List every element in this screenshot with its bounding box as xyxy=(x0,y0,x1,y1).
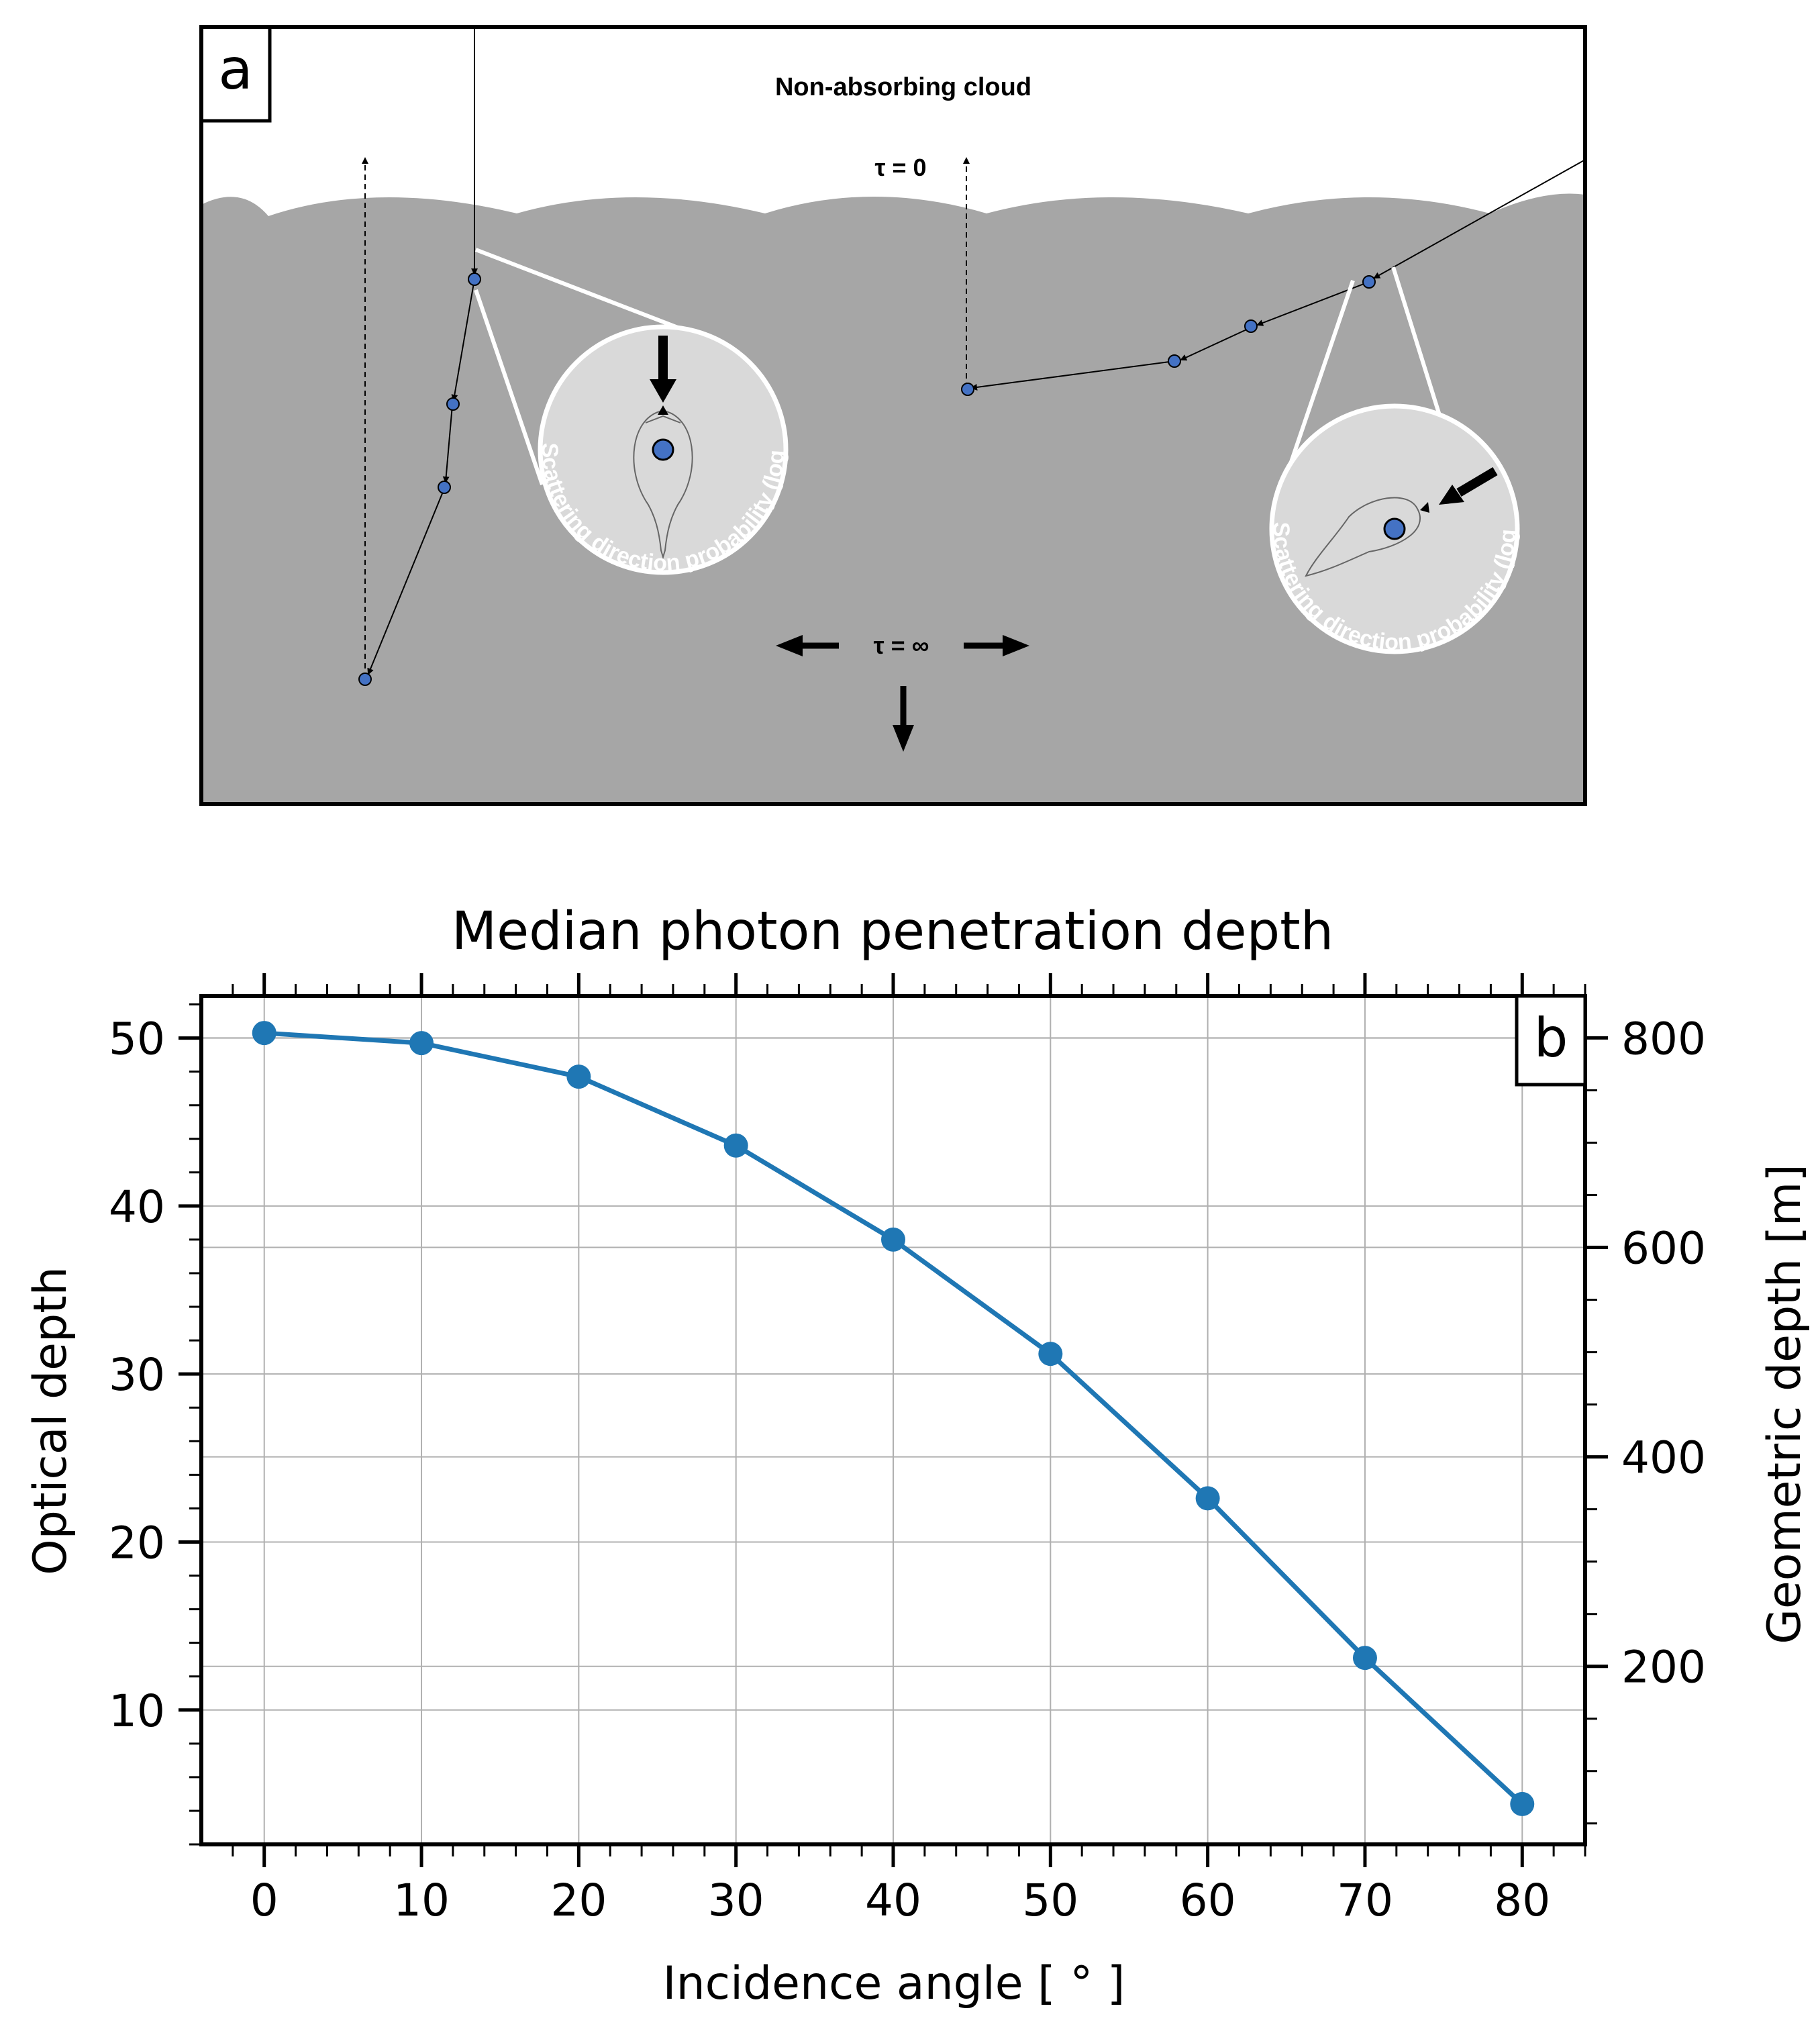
y2-tick-label: 400 xyxy=(1621,1432,1706,1484)
data-point xyxy=(1510,1791,1535,1816)
y-axis-label: Optical depth xyxy=(24,1267,77,1575)
data-point xyxy=(252,1021,276,1046)
y-tick-label: 10 xyxy=(109,1685,165,1737)
x-tick-label: 0 xyxy=(250,1875,279,1926)
grid xyxy=(201,996,1585,1844)
y2-axis-label: Geometric depth [m] xyxy=(1758,1164,1811,1644)
data-point xyxy=(409,1031,434,1056)
x-tick-label: 80 xyxy=(1494,1875,1550,1926)
tick-labels: 0 10 20 30 40 50 60 70 80 10 20 30 40 50 200 400 600 800 xyxy=(109,1013,1706,1926)
chart-title: Median photon penetration depth xyxy=(452,901,1333,962)
tau-infinity-label: τ = ∞ xyxy=(874,632,929,659)
tau-zero-label: τ = 0 xyxy=(874,154,926,181)
y2-tick-label: 200 xyxy=(1621,1642,1706,1693)
x-tick-label: 40 xyxy=(865,1875,921,1926)
data-point xyxy=(566,1064,591,1089)
y-tick-label: 50 xyxy=(109,1013,165,1065)
y-tick-label: 40 xyxy=(109,1181,165,1233)
cloud-body xyxy=(201,193,1585,805)
ticks xyxy=(179,973,1608,1867)
data-point xyxy=(1352,1646,1377,1671)
data-point xyxy=(1195,1486,1220,1511)
y2-tick-label: 800 xyxy=(1621,1013,1706,1064)
series-layer xyxy=(252,1021,1535,1816)
data-point xyxy=(881,1227,905,1252)
x-tick-label: 20 xyxy=(550,1875,607,1926)
panel-b-label: b xyxy=(1534,1007,1568,1069)
x-tick-label: 60 xyxy=(1180,1875,1236,1926)
x-tick-label: 70 xyxy=(1337,1875,1393,1926)
cloud-title: Non-absorbing cloud xyxy=(775,73,1031,101)
panel-a-diagram: a Non-absorbing cloud Scattering directi… xyxy=(0,0,1587,806)
data-point xyxy=(723,1133,748,1158)
panel-b-chart: Median photon penetration depth 0 10 20 30 4… xyxy=(24,901,1811,2010)
y2-tick-label: 600 xyxy=(1621,1223,1706,1275)
x-tick-label: 10 xyxy=(393,1875,450,1926)
data-point xyxy=(1038,1342,1063,1367)
x-tick-label: 50 xyxy=(1022,1875,1078,1926)
x-axis-label: Incidence angle [ ° ] xyxy=(663,1957,1125,2010)
y-tick-label: 30 xyxy=(109,1349,165,1401)
panel-a-label: a xyxy=(218,36,252,102)
y-tick-label: 20 xyxy=(109,1517,165,1569)
x-tick-label: 30 xyxy=(708,1875,764,1926)
